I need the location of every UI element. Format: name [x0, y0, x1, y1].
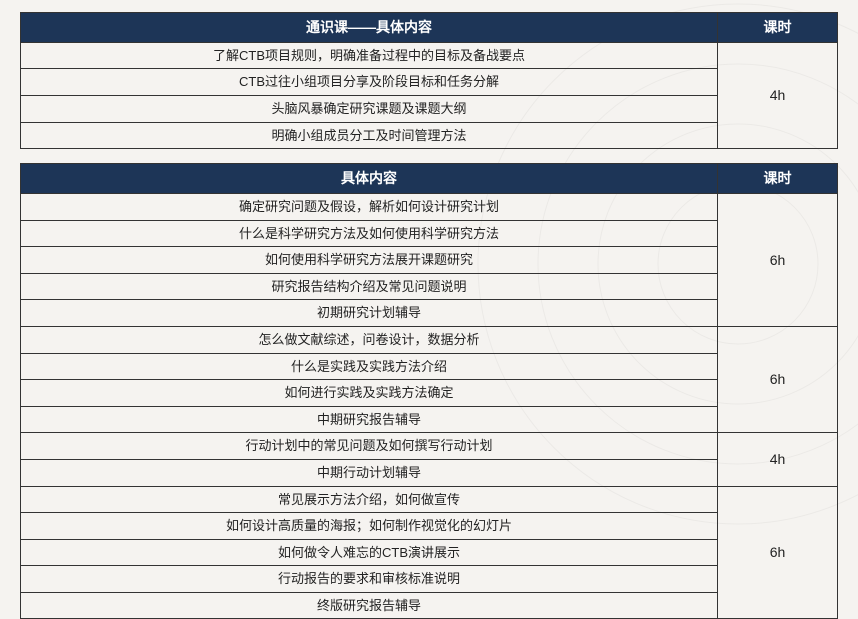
- hours-cell: 6h: [718, 193, 838, 326]
- table-row: 中期研究报告辅导: [21, 406, 838, 433]
- table-row: 初期研究计划辅导: [21, 300, 838, 327]
- table-row: 中期行动计划辅导: [21, 459, 838, 486]
- content-cell: 终版研究报告辅导: [21, 592, 718, 619]
- content-cell: 研究报告结构介绍及常见问题说明: [21, 273, 718, 300]
- table-row: 头脑风暴确定研究课题及课题大纲: [21, 95, 838, 122]
- content-cell: 中期研究报告辅导: [21, 406, 718, 433]
- content-cell: 行动计划中的常见问题及如何撰写行动计划: [21, 433, 718, 460]
- hours-cell: 6h: [718, 326, 838, 432]
- table-row: 常见展示方法介绍，如何做宣传 6h: [21, 486, 838, 513]
- content-cell: 如何使用科学研究方法展开课题研究: [21, 247, 718, 274]
- tables-container: 通识课——具体内容 课时 了解CTB项目规则，明确准备过程中的目标及备战要点 4…: [20, 12, 838, 619]
- table-row: 确定研究问题及假设，解析如何设计研究计划 6h: [21, 193, 838, 220]
- content-cell: 什么是科学研究方法及如何使用科学研究方法: [21, 220, 718, 247]
- table-row: 如何使用科学研究方法展开课题研究: [21, 247, 838, 274]
- table-row: CTB过往小组项目分享及阶段目标和任务分解: [21, 69, 838, 96]
- table-row: 行动报告的要求和审核标准说明: [21, 566, 838, 593]
- table-row: 什么是实践及实践方法介绍: [21, 353, 838, 380]
- table-row: 如何做令人难忘的CTB演讲展示: [21, 539, 838, 566]
- col-header-content: 具体内容: [21, 164, 718, 194]
- col-header-hours: 课时: [718, 13, 838, 43]
- table-row: 了解CTB项目规则，明确准备过程中的目标及备战要点 4h: [21, 42, 838, 69]
- content-cell: 明确小组成员分工及时间管理方法: [21, 122, 718, 149]
- content-cell: 如何设计高质量的海报；如何制作视觉化的幻灯片: [21, 513, 718, 540]
- course-table-detail: 具体内容 课时 确定研究问题及假设，解析如何设计研究计划 6h 什么是科学研究方…: [20, 163, 838, 619]
- content-cell: CTB过往小组项目分享及阶段目标和任务分解: [21, 69, 718, 96]
- content-cell: 确定研究问题及假设，解析如何设计研究计划: [21, 193, 718, 220]
- content-cell: 什么是实践及实践方法介绍: [21, 353, 718, 380]
- content-cell: 如何进行实践及实践方法确定: [21, 380, 718, 407]
- col-header-hours: 课时: [718, 164, 838, 194]
- table-row: 如何设计高质量的海报；如何制作视觉化的幻灯片: [21, 513, 838, 540]
- content-cell: 头脑风暴确定研究课题及课题大纲: [21, 95, 718, 122]
- table-row: 终版研究报告辅导: [21, 592, 838, 619]
- hours-cell: 4h: [718, 42, 838, 148]
- table-row: 研究报告结构介绍及常见问题说明: [21, 273, 838, 300]
- table-row: 怎么做文献综述，问卷设计，数据分析 6h: [21, 326, 838, 353]
- content-cell: 行动报告的要求和审核标准说明: [21, 566, 718, 593]
- table-row: 明确小组成员分工及时间管理方法: [21, 122, 838, 149]
- table-row: 什么是科学研究方法及如何使用科学研究方法: [21, 220, 838, 247]
- content-cell: 了解CTB项目规则，明确准备过程中的目标及备战要点: [21, 42, 718, 69]
- content-cell: 常见展示方法介绍，如何做宣传: [21, 486, 718, 513]
- hours-cell: 4h: [718, 433, 838, 486]
- content-cell: 怎么做文献综述，问卷设计，数据分析: [21, 326, 718, 353]
- content-cell: 中期行动计划辅导: [21, 459, 718, 486]
- hours-cell: 6h: [718, 486, 838, 619]
- table-row: 如何进行实践及实践方法确定: [21, 380, 838, 407]
- content-cell: 初期研究计划辅导: [21, 300, 718, 327]
- content-cell: 如何做令人难忘的CTB演讲展示: [21, 539, 718, 566]
- col-header-content: 通识课——具体内容: [21, 13, 718, 43]
- course-table-general: 通识课——具体内容 课时 了解CTB项目规则，明确准备过程中的目标及备战要点 4…: [20, 12, 838, 149]
- table-row: 行动计划中的常见问题及如何撰写行动计划 4h: [21, 433, 838, 460]
